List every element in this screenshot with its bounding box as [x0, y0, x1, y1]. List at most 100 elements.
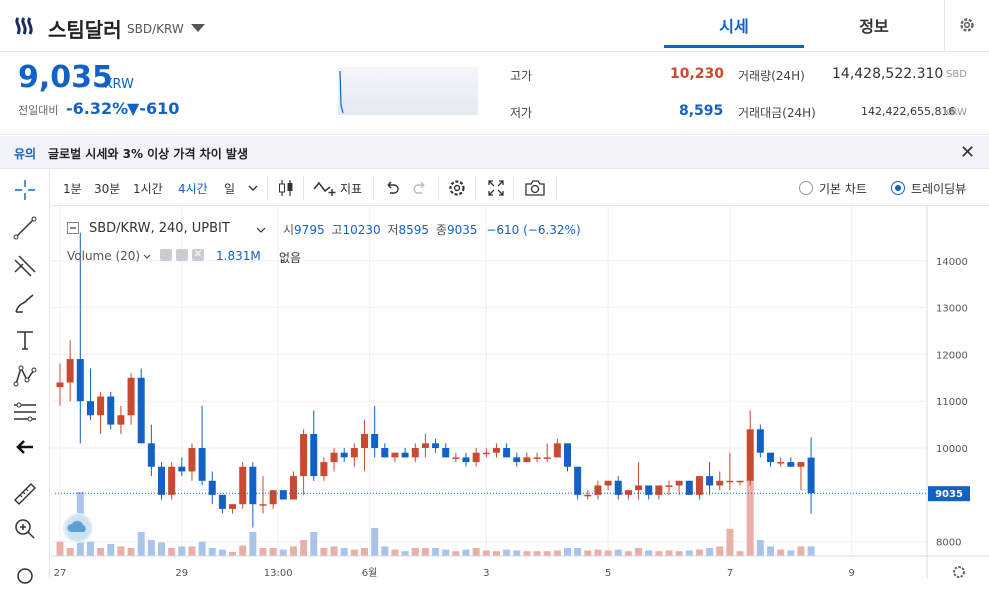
fib-retracement-icon[interactable] — [11, 398, 39, 426]
candle-body — [178, 466, 186, 472]
close-icon[interactable]: ✕ — [192, 249, 204, 261]
candles — [56, 232, 815, 528]
candle-body — [797, 462, 805, 467]
pitchfork-icon[interactable] — [11, 252, 39, 280]
candle-body — [229, 504, 237, 509]
candle-body — [767, 452, 774, 463]
gear-icon[interactable] — [447, 178, 467, 198]
eye-icon[interactable] — [160, 249, 172, 261]
candle-body — [330, 452, 338, 463]
interval-1m[interactable]: 1분 — [63, 182, 82, 196]
volume-bar — [381, 546, 389, 556]
notice-tag: 유의 — [14, 147, 37, 161]
volume-bar — [624, 551, 632, 556]
volume-bar — [208, 548, 216, 556]
settings-button[interactable] — [944, 0, 989, 52]
candle-body — [208, 480, 216, 495]
volume-legend-name[interactable]: Volume (20) — [67, 249, 141, 263]
divider — [438, 176, 439, 200]
candle-body — [239, 466, 247, 505]
open-value: 9795 — [294, 223, 325, 237]
candle-body — [655, 485, 663, 495]
volume-bar — [97, 548, 105, 556]
crosshair-icon[interactable] — [11, 176, 39, 204]
volume-bar — [767, 546, 774, 556]
volume-bar — [797, 546, 805, 556]
gear-icon[interactable] — [176, 249, 188, 261]
volume-bar — [330, 546, 338, 556]
candle-style-icon[interactable] — [277, 178, 295, 198]
volume-bar — [807, 546, 815, 556]
volume-bar — [300, 540, 308, 556]
candle-body — [381, 448, 389, 458]
chevron-down-icon[interactable] — [191, 24, 205, 32]
change-amount: ▼-610 — [127, 99, 180, 118]
volume-bar — [56, 541, 64, 556]
undo-icon[interactable] — [384, 180, 400, 196]
coin-name[interactable]: 스팀달러 — [48, 18, 122, 42]
symbol-label[interactable]: SBD/KRW, 240, UPBIT — [89, 221, 230, 236]
camera-icon[interactable] — [524, 179, 546, 197]
candle-body — [56, 382, 64, 388]
candle-body — [706, 476, 714, 486]
interval-1h[interactable]: 1시간 — [133, 182, 163, 196]
volume-bar — [137, 532, 145, 556]
interval-4h[interactable]: 4시간 — [178, 182, 208, 196]
basic-chart-label[interactable]: 기본 차트 — [819, 182, 867, 196]
volume-bar — [777, 549, 785, 556]
volume-unit: SBD — [946, 69, 967, 80]
coin-pair[interactable]: SBD/KRW — [127, 22, 184, 36]
tradingview-label[interactable]: 트레이딩뷰 — [911, 182, 967, 196]
chevron-down-icon[interactable] — [143, 254, 151, 259]
trend-line-icon[interactable] — [11, 214, 39, 242]
volume-bar — [706, 548, 714, 556]
candle-body — [259, 504, 267, 506]
volume-bar — [361, 548, 368, 556]
volume-bar — [86, 541, 94, 556]
low-label: 저가 — [510, 106, 533, 120]
candle-body — [371, 433, 379, 449]
candlestick-chart[interactable]: 140001300012000110001000090008000 272913… — [51, 206, 989, 579]
candle-body — [564, 443, 571, 467]
price-tick-label: 13000 — [936, 304, 968, 315]
fullscreen-icon[interactable] — [487, 179, 505, 197]
brush-icon[interactable] — [11, 290, 39, 318]
indicator-icon[interactable] — [313, 179, 337, 197]
low-value: 8595 — [398, 223, 430, 237]
chevron-down-icon[interactable] — [256, 227, 266, 233]
last-price-tag — [928, 486, 970, 502]
indicator-button[interactable]: 지표 — [340, 182, 363, 196]
candle-body — [350, 448, 358, 458]
candle-body — [198, 448, 206, 481]
divider — [267, 176, 268, 200]
volume-bar — [614, 549, 622, 556]
interval-30m[interactable]: 30분 — [94, 182, 121, 196]
basic-chart-radio[interactable] — [799, 181, 813, 195]
interval-1d[interactable]: 일 — [224, 182, 236, 196]
text-tool-icon[interactable] — [11, 326, 39, 354]
ruler-icon[interactable] — [11, 480, 39, 508]
time-tick-label: 27 — [54, 568, 67, 579]
tab-price[interactable]: 시세 — [664, 0, 804, 48]
volume-bar — [716, 546, 724, 556]
price-chart[interactable]: 140001300012000110001000090008000 272913… — [51, 206, 989, 579]
zoom-in-icon[interactable] — [11, 515, 39, 543]
candle-body — [147, 443, 155, 467]
volume-bar — [218, 549, 226, 556]
collapse-legend-button[interactable] — [67, 222, 79, 234]
amount-value: 142,422,655,816 — [861, 105, 956, 118]
gear-icon — [960, 18, 974, 32]
volume-bar — [249, 532, 257, 556]
close-icon[interactable]: ✕ — [960, 142, 976, 163]
tradingview-radio[interactable] — [891, 181, 905, 195]
candle-body — [533, 457, 541, 459]
chevron-down-icon[interactable] — [247, 184, 259, 192]
pattern-icon[interactable] — [11, 362, 39, 390]
arrow-left-icon[interactable] — [11, 433, 39, 461]
tab-info[interactable]: 정보 — [859, 17, 889, 36]
magnet-icon[interactable] — [11, 562, 39, 590]
volume-bar — [168, 548, 176, 556]
cloud-icon[interactable] — [63, 513, 93, 543]
redo-icon[interactable] — [412, 180, 428, 196]
candle-body — [523, 457, 531, 463]
